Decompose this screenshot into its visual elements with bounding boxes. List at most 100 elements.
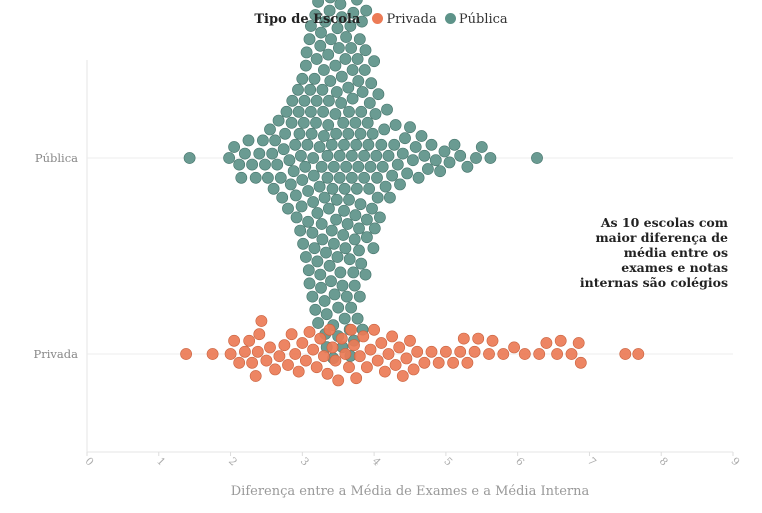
data-point-publica[interactable]: [355, 15, 368, 28]
data-point-privada[interactable]: [375, 337, 388, 349]
data-point-publica[interactable]: [321, 149, 334, 162]
data-point-privada[interactable]: [269, 363, 281, 376]
data-point-publica[interactable]: [280, 105, 293, 118]
data-point-publica[interactable]: [308, 242, 321, 255]
data-point-publica[interactable]: [346, 64, 359, 76]
data-point-privada[interactable]: [326, 341, 339, 354]
data-point-publica[interactable]: [300, 46, 313, 59]
data-point-publica[interactable]: [353, 33, 366, 46]
data-point-publica[interactable]: [409, 141, 422, 153]
data-point-publica[interactable]: [333, 171, 346, 184]
data-point-publica[interactable]: [309, 303, 322, 316]
data-point-publica[interactable]: [308, 72, 321, 85]
data-point-publica[interactable]: [312, 0, 324, 8]
data-point-publica[interactable]: [349, 116, 362, 129]
data-point-publica[interactable]: [353, 222, 365, 235]
data-point-privada[interactable]: [289, 348, 302, 360]
data-point-privada[interactable]: [224, 348, 237, 360]
data-point-publica[interactable]: [233, 158, 246, 171]
data-point-publica[interactable]: [354, 127, 367, 140]
data-point-publica[interactable]: [531, 152, 543, 164]
data-point-publica[interactable]: [381, 103, 393, 116]
data-point-publica[interactable]: [310, 116, 322, 129]
data-point-publica[interactable]: [434, 165, 446, 178]
data-point-publica[interactable]: [418, 149, 431, 162]
data-point-privada[interactable]: [339, 348, 352, 360]
data-point-publica[interactable]: [350, 182, 363, 195]
data-point-publica[interactable]: [330, 127, 342, 140]
data-point-privada[interactable]: [386, 330, 398, 343]
data-point-publica[interactable]: [338, 138, 350, 151]
data-point-publica[interactable]: [266, 147, 279, 160]
data-point-privada[interactable]: [317, 350, 330, 363]
data-point-publica[interactable]: [358, 171, 370, 184]
data-point-publica[interactable]: [338, 312, 351, 325]
data-point-publica[interactable]: [306, 290, 319, 303]
data-point-privada[interactable]: [282, 359, 294, 371]
data-point-publica[interactable]: [316, 233, 329, 246]
data-point-privada[interactable]: [572, 337, 585, 349]
data-point-publica[interactable]: [330, 193, 343, 206]
data-point-privada[interactable]: [551, 348, 563, 360]
data-point-publica[interactable]: [345, 149, 358, 162]
data-point-publica[interactable]: [321, 171, 334, 184]
data-point-publica[interactable]: [271, 158, 284, 171]
data-point-privada[interactable]: [497, 348, 510, 360]
data-point-publica[interactable]: [283, 154, 296, 167]
data-point-publica[interactable]: [326, 182, 339, 195]
data-point-publica[interactable]: [337, 229, 350, 241]
data-point-publica[interactable]: [342, 127, 355, 140]
data-point-privada[interactable]: [260, 354, 273, 367]
data-point-publica[interactable]: [249, 171, 262, 184]
data-point-publica[interactable]: [461, 160, 474, 173]
data-point-publica[interactable]: [360, 231, 373, 244]
data-point-publica[interactable]: [438, 145, 451, 158]
data-point-publica[interactable]: [325, 275, 337, 288]
data-point-publica[interactable]: [304, 105, 317, 118]
data-point-publica[interactable]: [339, 53, 352, 65]
data-point-publica[interactable]: [315, 281, 327, 294]
data-point-publica[interactable]: [253, 147, 266, 160]
data-point-publica[interactable]: [350, 138, 363, 151]
data-point-publica[interactable]: [261, 171, 274, 184]
data-point-privada[interactable]: [278, 339, 291, 352]
data-point-publica[interactable]: [358, 149, 370, 162]
data-point-publica[interactable]: [335, 11, 348, 24]
data-point-publica[interactable]: [372, 88, 385, 101]
data-point-publica[interactable]: [335, 97, 347, 109]
data-point-publica[interactable]: [379, 180, 392, 193]
data-point-publica[interactable]: [318, 295, 331, 307]
data-point-publica[interactable]: [373, 211, 386, 224]
data-point-publica[interactable]: [353, 290, 366, 303]
data-point-publica[interactable]: [351, 312, 364, 325]
data-point-publica[interactable]: [334, 266, 347, 279]
data-point-privada[interactable]: [468, 345, 481, 358]
data-point-publica[interactable]: [299, 251, 312, 263]
data-point-privada[interactable]: [264, 341, 276, 354]
data-point-publica[interactable]: [346, 92, 359, 105]
data-point-privada[interactable]: [255, 315, 268, 327]
data-point-publica[interactable]: [235, 171, 248, 184]
data-point-privada[interactable]: [243, 334, 256, 347]
data-point-privada[interactable]: [483, 348, 495, 360]
data-point-privada[interactable]: [353, 350, 366, 363]
data-point-publica[interactable]: [340, 31, 352, 43]
data-point-privada[interactable]: [345, 323, 357, 336]
data-point-publica[interactable]: [327, 237, 340, 250]
data-point-publica[interactable]: [352, 75, 365, 87]
data-point-publica[interactable]: [317, 130, 330, 142]
data-point-publica[interactable]: [359, 268, 372, 281]
data-point-publica[interactable]: [289, 138, 302, 151]
data-point-privada[interactable]: [238, 345, 251, 358]
data-point-privada[interactable]: [472, 332, 485, 345]
data-point-privada[interactable]: [486, 334, 499, 347]
data-point-privada[interactable]: [404, 334, 416, 347]
data-point-publica[interactable]: [302, 215, 314, 228]
data-point-publica[interactable]: [399, 132, 411, 145]
data-point-publica[interactable]: [412, 171, 425, 184]
data-point-privada[interactable]: [371, 354, 384, 367]
data-point-publica[interactable]: [355, 257, 368, 270]
data-point-publica[interactable]: [358, 64, 371, 76]
legend-item-privada[interactable]: Privada: [372, 12, 440, 27]
data-point-publica[interactable]: [256, 134, 269, 147]
